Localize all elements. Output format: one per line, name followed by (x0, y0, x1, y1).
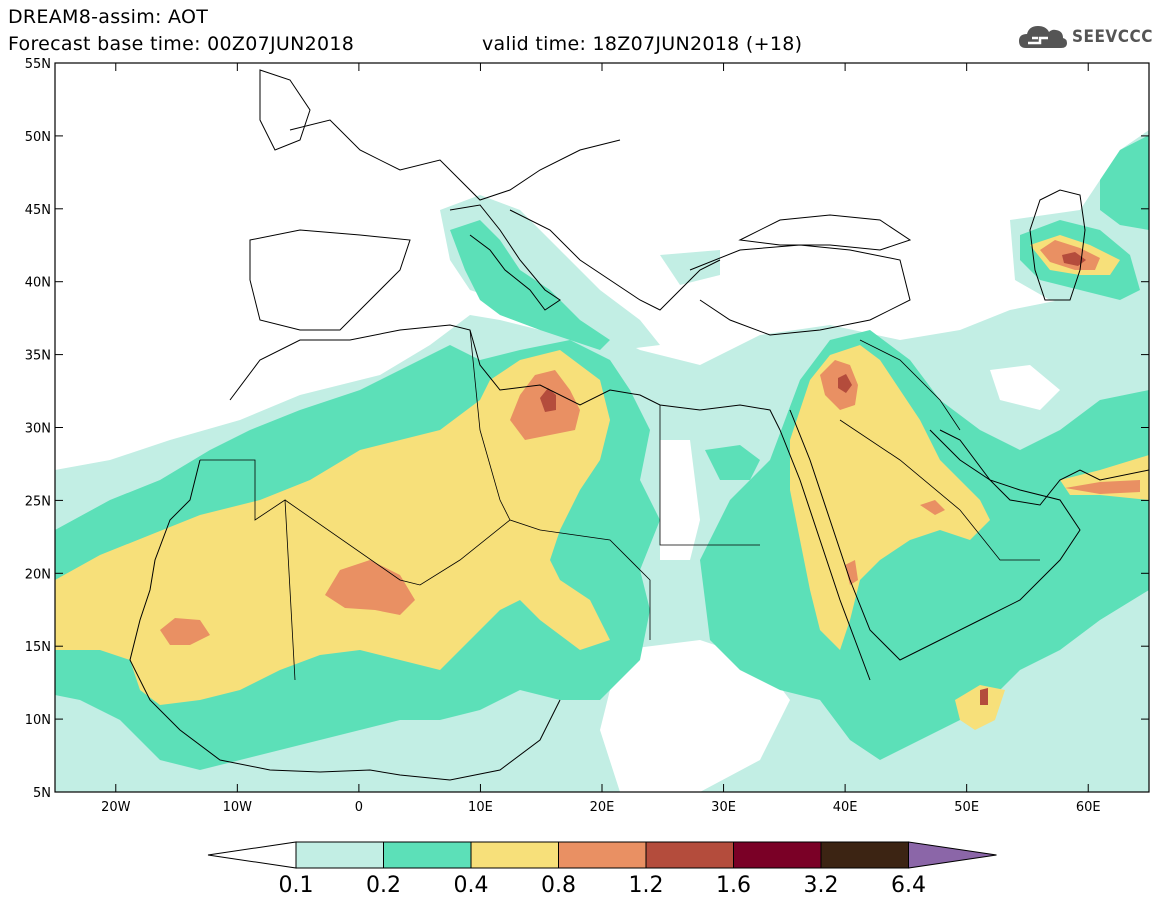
valid-time: valid time: 18Z07JUN2018 (+18) (482, 33, 803, 55)
border-libya-egypt (659, 405, 760, 546)
aot-level-0.4 (55, 235, 1149, 730)
x-tick-label: 10W (223, 800, 253, 815)
aot-l3-arabia (790, 345, 990, 650)
country-borders (200, 329, 1040, 681)
forecast-base-time: Forecast base time: 00Z07JUN2018 (8, 33, 355, 55)
border-mauritania (200, 459, 296, 681)
coast-balkans (509, 209, 721, 311)
aot-l1-aegean (660, 250, 720, 285)
border-mali (284, 499, 541, 586)
colorbar-label: 6.4 (891, 873, 926, 898)
colorbar-label: 0.8 (541, 873, 576, 898)
colorbar-swatch (820, 841, 909, 869)
colorbar-arrow-left (207, 841, 297, 869)
y-tick-label: 10N (25, 713, 51, 728)
aot-l2-egypt (705, 445, 760, 480)
x-tick-label: 30E (711, 800, 736, 815)
y-tick-label: 40N (25, 276, 51, 291)
x-axis-ticks: 20W 10W 0 10E 20E 30E 40E 50E 60E (101, 63, 1101, 815)
coast-turkey (689, 244, 911, 336)
colorbar-swatch (645, 841, 734, 869)
colorbar-label: 0.1 (279, 873, 314, 898)
y-tick-label: 45N (25, 203, 51, 218)
aot-l5-libya (540, 388, 556, 412)
coastlines (129, 69, 1149, 781)
aot-field (55, 130, 1149, 792)
x-tick-label: 50E (954, 800, 979, 815)
y-tick-label: 15N (25, 640, 51, 655)
colorbar-label: 1.6 (716, 873, 751, 898)
x-tick-label: 60E (1076, 800, 1101, 815)
aot-hole-iran (990, 365, 1060, 410)
coast-arabia (789, 409, 1081, 661)
colorbar-arrow-right (908, 841, 997, 869)
coast-europe-north (289, 119, 621, 201)
colorbar: 0.1 0.2 0.4 0.8 1.2 1.6 3.2 6.4 (207, 841, 997, 898)
cloud-icon (1019, 26, 1067, 48)
colorbar-label: 0.2 (366, 873, 401, 898)
aot-l2-italy (450, 220, 610, 350)
y-tick-label: 50N (25, 130, 51, 145)
aot-l4-redsea (845, 560, 858, 585)
aot-l2-russia (1100, 135, 1149, 230)
coast-west-africa (129, 459, 561, 781)
aot-l4-gulf (1065, 480, 1140, 494)
coast-italy (449, 204, 561, 311)
y-tick-label: 25N (25, 494, 51, 509)
coast-britain (259, 69, 311, 151)
coast-redsea (779, 429, 871, 681)
logo-text: SEEVCCC (1072, 27, 1153, 47)
logo: SEEVCCC (1018, 22, 1153, 52)
aot-l4-oman (920, 500, 945, 515)
x-tick-label: 40E (833, 800, 858, 815)
colorbar-label: 1.2 (629, 873, 664, 898)
aot-l4-senegal (160, 618, 210, 645)
y-tick-label: 30N (25, 422, 51, 437)
colorbar-swatch (558, 841, 647, 869)
aot-l3-westafrica (55, 350, 610, 705)
x-tick-label: 20E (590, 800, 615, 815)
colorbar-label: 0.4 (454, 873, 489, 898)
aot-l5-horn (980, 688, 988, 705)
colorbar-swatch (733, 841, 822, 869)
colorbar-label: 3.2 (804, 873, 839, 898)
y-tick-label: 20N (25, 567, 51, 582)
aot-l5-caspian (1062, 252, 1086, 266)
x-tick-label: 0 (355, 800, 363, 815)
border-algeria-libya (469, 329, 511, 521)
map-title: DREAM8-assim: AOT (8, 6, 209, 28)
aot-l1-italy (440, 195, 660, 350)
aot-hole-egypt (660, 440, 700, 560)
aot-l5-syria (838, 374, 852, 393)
colorbar-swatch (383, 841, 472, 869)
y-tick-label: 5N (33, 786, 51, 801)
coast-blacksea (738, 214, 912, 251)
border-iraq-iran (859, 339, 961, 431)
x-tick-label: 10E (468, 800, 493, 815)
aot-level-1.2 (540, 252, 1086, 705)
coast-iberia (249, 229, 411, 331)
border-saudi (839, 419, 1040, 561)
border-chad-sudan (539, 529, 651, 640)
aot-l4-niger (325, 560, 415, 615)
colorbar-swatch (470, 841, 559, 869)
coast-gulf (929, 429, 1149, 506)
coast-caspian (1029, 189, 1086, 301)
y-tick-label: 55N (25, 57, 51, 72)
y-tick-label: 35N (25, 349, 51, 364)
aot-l3-horn (955, 685, 1005, 730)
x-tick-label: 20W (101, 800, 131, 815)
y-axis-ticks: 5N 10N 15N 20N 25N 30N 35N 40N 45N 50N 55N (25, 57, 1149, 801)
colorbar-swatch (295, 841, 384, 869)
aot-hole-sahel (600, 640, 790, 792)
coast-north-africa (229, 324, 781, 431)
